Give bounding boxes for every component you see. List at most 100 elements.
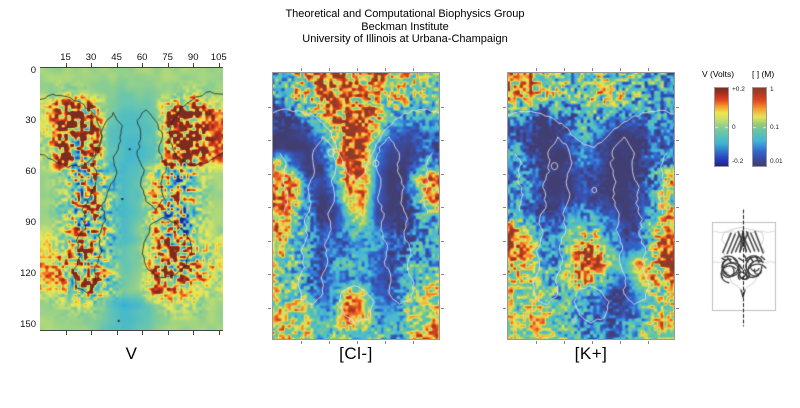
panel-label-voltage: V [125,344,138,363]
frame-tick-mark [564,68,565,71]
colorbar-voltage-tick-min: -0.2 [732,158,744,165]
frame-tick-mark [620,68,621,71]
x-axis-tick-mark [116,63,118,67]
voltage-heatmap [40,68,223,330]
frame-tick-mark [268,207,271,208]
colorbar-voltage-title: V (Volts) [702,69,735,79]
y-axis-tick-label: 120 [20,267,36,279]
frame-tick-mark [564,341,565,344]
x-axis-tick-mark [167,63,169,67]
frame-tick-mark [268,140,271,141]
colorbar-voltage-tick-max: +0.2 [732,86,745,93]
x-axis-tick-mark [193,63,195,67]
colorbar-concentration-tick-mid: 0.1 [770,124,780,131]
x-axis-tick-mark [167,331,169,335]
channel-structure-inset [700,200,800,330]
frame-tick-mark [676,274,679,275]
frame-tick-mark [503,140,506,141]
frame-tick-mark [301,68,302,71]
x-axis-tick-label: 15 [60,52,71,63]
frame-tick-mark [503,274,506,275]
frame-tick-mark [413,68,414,71]
frame-tick-mark [592,68,593,71]
frame-tick-mark [268,274,271,275]
frame-tick-mark [503,173,506,175]
colorbar-concentration-tick-min: 0.01 [770,158,783,165]
x-axis-tick-label: 45 [111,52,122,63]
x-axis-tick-label: 60 [136,52,148,63]
y-axis-tick-label: 0 [30,64,36,76]
x-axis-tick-label: 90 [187,52,199,63]
potassium-heatmap [508,73,674,339]
y-axis-tick-label: 60 [25,166,36,178]
x-axis-tick-mark [65,331,67,335]
frame-tick-mark [676,207,679,208]
frame-tick-mark [268,240,271,242]
frame-tick-mark [676,173,679,175]
frame-tick-mark [301,341,302,344]
frame-tick-mark [536,341,537,344]
frame-tick-mark [357,68,358,71]
title-line-3: University of Illinois at Urbana-Champai… [302,33,508,45]
axis-line-bottom [40,330,223,331]
frame-tick-mark [441,240,444,242]
frame-tick-mark [268,307,271,309]
colorbar-voltage-tick-mid: 0 [732,124,736,131]
x-axis-tick-mark [142,63,144,67]
frame-tick-mark [536,68,537,71]
x-axis-tick-mark [91,63,93,67]
frame-tick-mark [676,106,679,108]
x-axis-tick-mark [65,63,67,67]
x-axis-tick-mark [142,331,144,335]
heatmap-panel-potassium [503,68,679,344]
frame-tick-mark [385,341,386,344]
colorbar-concentration-title: [ ] (M) [752,69,775,79]
frame-tick-mark [268,106,271,108]
colorbar-voltage: V (Volts) +0.2 0 -0.2 [702,69,745,166]
frame-tick-mark [441,307,444,309]
heatmap-panel-chloride [268,68,444,344]
frame-tick-mark [268,173,271,175]
frame-tick-mark [413,341,414,344]
frame-tick-mark [503,207,506,208]
colorbar-concentration-gradient [753,88,766,166]
colorbar-concentration: [ ] (M) 1 0.1 0.01 [752,69,783,166]
frame-tick-mark [385,68,386,71]
x-axis-tick-mark [193,331,195,335]
colorbar-concentration-tick-max: 1 [770,86,774,93]
y-axis-tick-label: 30 [25,115,36,127]
frame-tick-mark [441,274,444,275]
frame-tick-mark [503,240,506,242]
frame-tick-mark [676,307,679,309]
chloride-heatmap [273,73,439,339]
frame-tick-mark [620,341,621,344]
title-line-2: Beckman Institute [361,20,449,33]
frame-tick-mark [648,68,649,71]
panel-label-chloride: [Cl-] [339,344,373,363]
frame-tick-mark [676,140,679,141]
frame-tick-mark [592,341,593,344]
title-line-1: Theoretical and Computational Biophysics… [285,8,525,20]
frame-tick-mark [648,341,649,344]
heatmap-panel-voltage: 15 30 45 60 75 90 105 0 30 60 90 120 150 [20,52,227,335]
axis-line-top [40,67,223,68]
x-axis-tick-label: 75 [162,52,173,63]
frame-tick-mark [441,140,444,141]
frame-tick-mark [503,307,506,309]
x-axis-tick-mark [218,331,220,335]
frame-tick-mark [676,240,679,242]
y-axis-tick-label: 150 [20,318,36,330]
x-axis-tick-label: 105 [210,52,227,63]
x-axis-tick-label: 30 [85,52,97,63]
frame-tick-mark [441,173,444,175]
frame-tick-mark [329,68,330,71]
frame-tick-mark [441,106,444,108]
frame-tick-mark [329,341,330,344]
y-axis-tick-label: 90 [25,216,36,228]
colorbar-voltage-gradient [715,88,728,166]
x-axis-tick-mark [91,331,93,335]
panel-label-potassium: [K+] [574,344,608,363]
frame-tick-mark [503,106,506,108]
figure-header: Theoretical and Computational Biophysics… [0,8,800,46]
